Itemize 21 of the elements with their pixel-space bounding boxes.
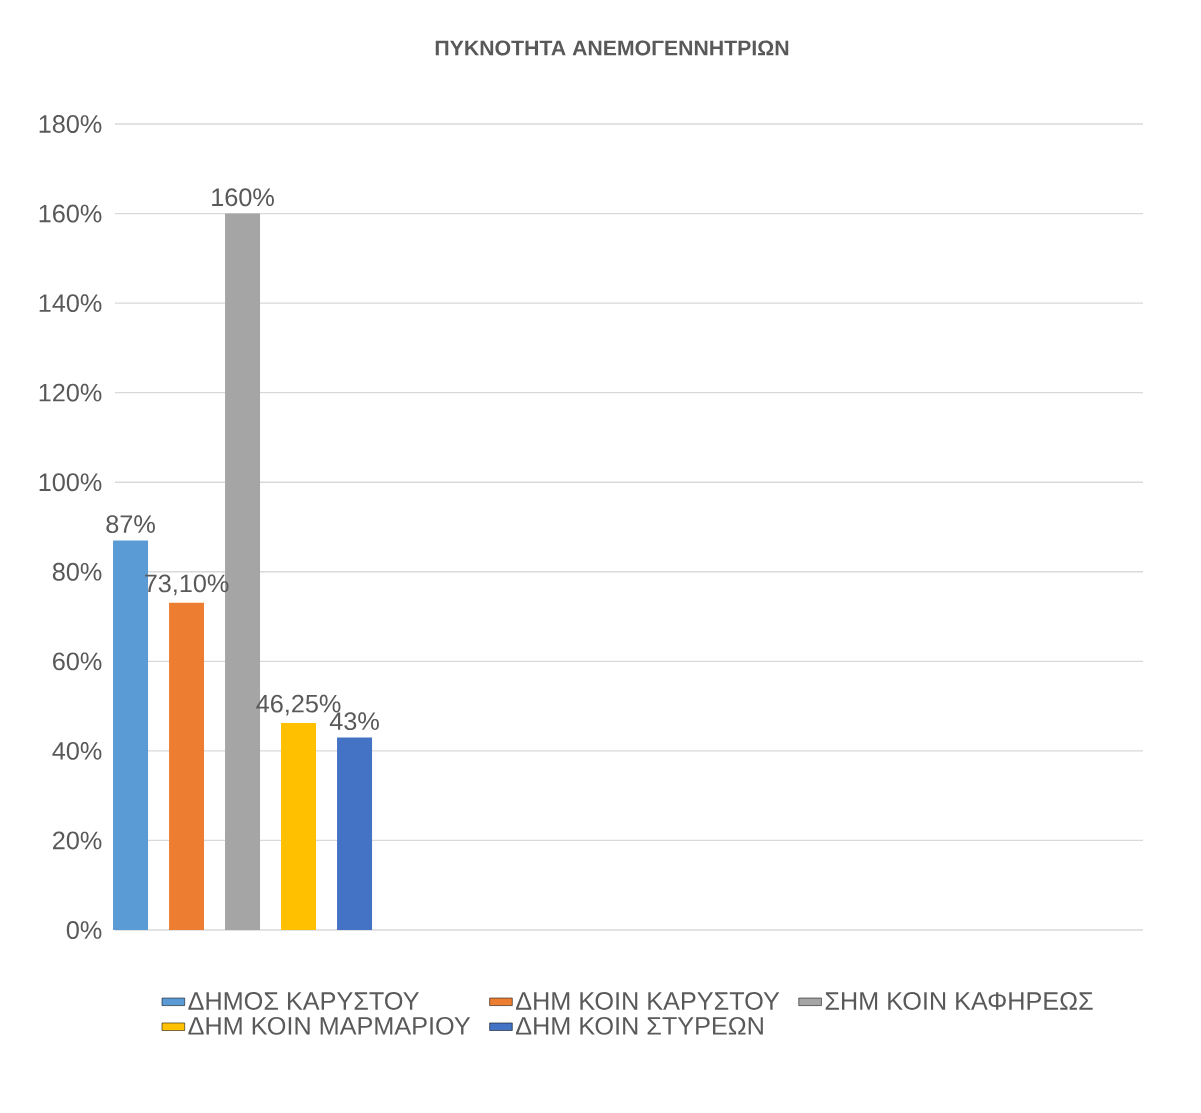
bar: [337, 737, 373, 930]
bar: [169, 602, 205, 930]
y-tick-label: 40%: [52, 741, 102, 760]
y-tick-label: 0%: [66, 921, 102, 939]
legend-label: ΣΗΜ ΚΟΙΝ ΚΑΦΗΡΕΩΣ: [825, 992, 1093, 1010]
chart-title: ΠΥΚΝΟΤΗΤΑ ΑΝΕΜΟΓΕΝΝΗΤΡΙΩΝ: [435, 40, 789, 56]
y-tick-label: 60%: [53, 652, 102, 671]
legend-label: ΔΗΜ ΚΟΙΝ ΣΤΥΡΕΩΝ: [515, 1016, 763, 1035]
y-tick-label: 160%: [39, 204, 102, 223]
legend-label: ΔΗΜ ΚΟΙΝ ΚΑΡΥΣΤΟΥ: [515, 992, 780, 1010]
data-label: 87%: [106, 515, 155, 534]
y-tick-label: 120%: [39, 383, 102, 402]
y-tick-label: 80%: [52, 562, 102, 581]
y-tick-label: 100%: [39, 473, 102, 492]
data-label: 160%: [212, 188, 274, 207]
legend-label: ΔΗΜ ΚΟΙΝ ΜΑΡΜΑΡΙΟΥ: [188, 1016, 471, 1035]
legend-label: ΔΗΜΟΣ ΚΑΡΥΣΤΟΥ: [188, 992, 419, 1010]
y-tick-label: 20%: [53, 831, 102, 850]
bar: [281, 722, 317, 930]
y-tick-label: 180%: [39, 115, 102, 133]
y-tick-label: 140%: [39, 294, 102, 313]
